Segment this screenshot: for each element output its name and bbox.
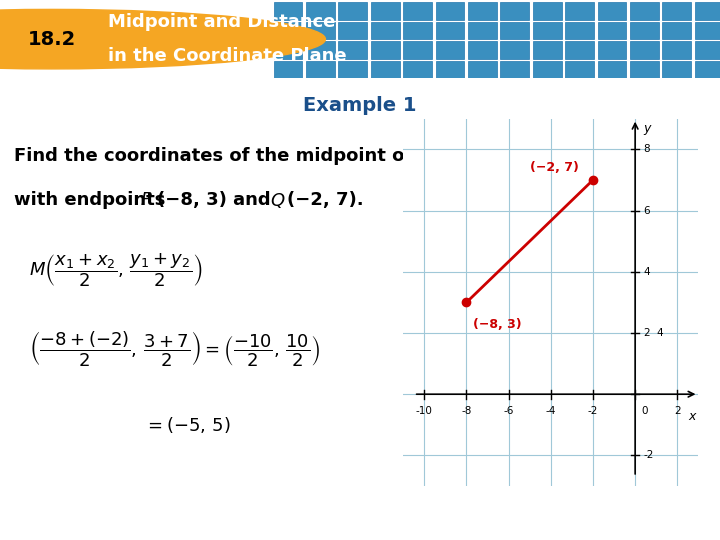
Bar xyxy=(371,61,400,78)
Bar xyxy=(338,22,367,39)
Bar xyxy=(338,2,367,19)
Bar xyxy=(598,42,626,59)
Bar xyxy=(598,2,626,19)
Text: $\overline{PQ}$: $\overline{PQ}$ xyxy=(467,147,494,170)
Bar xyxy=(533,2,562,19)
Bar xyxy=(371,42,400,59)
Bar xyxy=(630,61,659,78)
Bar xyxy=(500,61,529,78)
Bar xyxy=(630,2,659,19)
Text: -2: -2 xyxy=(588,407,598,416)
Bar xyxy=(306,61,335,78)
Text: 8: 8 xyxy=(644,144,650,154)
Text: Example 1: Example 1 xyxy=(303,96,417,114)
Bar xyxy=(306,42,335,59)
Bar xyxy=(565,2,594,19)
Text: Holt McDougal Geometry: Holt McDougal Geometry xyxy=(7,518,165,532)
Bar xyxy=(468,2,497,19)
Text: with endpoints: with endpoints xyxy=(14,191,172,208)
Text: Copyright © by Holt Mc Dougal. All Rights Reserved.: Copyright © by Holt Mc Dougal. All Right… xyxy=(420,520,713,530)
Bar xyxy=(695,61,720,78)
Bar xyxy=(500,42,529,59)
Bar xyxy=(695,2,720,19)
Bar xyxy=(371,22,400,39)
Text: $M\left(\dfrac{x_1 + x_2}{2},\,\dfrac{y_1 + y_2}{2}\right)$: $M\left(\dfrac{x_1 + x_2}{2},\,\dfrac{y_… xyxy=(29,251,202,289)
Text: Midpoint and Distance: Midpoint and Distance xyxy=(108,13,336,31)
Bar xyxy=(533,22,562,39)
Bar xyxy=(598,22,626,39)
Bar xyxy=(436,22,464,39)
Bar xyxy=(565,22,594,39)
Bar xyxy=(338,61,367,78)
Text: (−2, 7).: (−2, 7). xyxy=(287,191,363,208)
Bar xyxy=(662,42,691,59)
Bar xyxy=(533,42,562,59)
Bar xyxy=(436,61,464,78)
Bar xyxy=(500,2,529,19)
Bar xyxy=(565,61,594,78)
Text: -8: -8 xyxy=(462,407,472,416)
Bar xyxy=(306,22,335,39)
Bar xyxy=(662,2,691,19)
Bar xyxy=(403,2,432,19)
Text: (−2, 7): (−2, 7) xyxy=(530,161,579,174)
Bar xyxy=(371,2,400,19)
Text: -10: -10 xyxy=(416,407,433,416)
Text: 0: 0 xyxy=(642,407,648,416)
Bar xyxy=(695,22,720,39)
Text: -6: -6 xyxy=(503,407,514,416)
Bar xyxy=(662,61,691,78)
Text: (−8, 3) and: (−8, 3) and xyxy=(157,191,276,208)
Text: 18.2: 18.2 xyxy=(27,30,76,49)
Bar xyxy=(403,42,432,59)
Circle shape xyxy=(0,9,325,69)
Bar xyxy=(533,61,562,78)
Bar xyxy=(306,2,335,19)
Text: 4: 4 xyxy=(656,328,663,338)
Text: $P$: $P$ xyxy=(140,191,153,208)
Bar xyxy=(468,42,497,59)
Bar xyxy=(662,22,691,39)
Text: $\left(\dfrac{-8 + (-2)}{2},\,\dfrac{3 + 7}{2}\right) = \left(\dfrac{-10}{2},\,\: $\left(\dfrac{-8 + (-2)}{2},\,\dfrac{3 +… xyxy=(29,329,320,368)
Bar xyxy=(403,22,432,39)
Text: y: y xyxy=(644,122,651,135)
Bar xyxy=(274,61,302,78)
Bar xyxy=(468,22,497,39)
Text: Find the coordinates of the midpoint of: Find the coordinates of the midpoint of xyxy=(14,147,419,165)
Bar xyxy=(695,42,720,59)
Text: 6: 6 xyxy=(644,206,650,215)
Bar xyxy=(274,2,302,19)
Text: $= (-5,\, 5)$: $= (-5,\, 5)$ xyxy=(144,415,230,435)
Bar xyxy=(565,42,594,59)
Text: 2: 2 xyxy=(674,407,680,416)
Text: x: x xyxy=(688,409,696,422)
Bar xyxy=(338,42,367,59)
Text: 4: 4 xyxy=(644,267,650,277)
Text: (−8, 3): (−8, 3) xyxy=(473,318,521,330)
Bar xyxy=(274,22,302,39)
Bar xyxy=(500,22,529,39)
Text: -4: -4 xyxy=(546,407,556,416)
Text: -2: -2 xyxy=(644,450,654,461)
Text: 2: 2 xyxy=(644,328,650,338)
Bar xyxy=(403,61,432,78)
Bar xyxy=(630,42,659,59)
Text: in the Coordinate Plane: in the Coordinate Plane xyxy=(108,48,346,65)
Bar xyxy=(436,2,464,19)
Bar xyxy=(436,42,464,59)
Bar xyxy=(468,61,497,78)
Text: $Q$: $Q$ xyxy=(270,191,285,210)
Bar xyxy=(630,22,659,39)
Bar xyxy=(274,42,302,59)
Bar xyxy=(598,61,626,78)
